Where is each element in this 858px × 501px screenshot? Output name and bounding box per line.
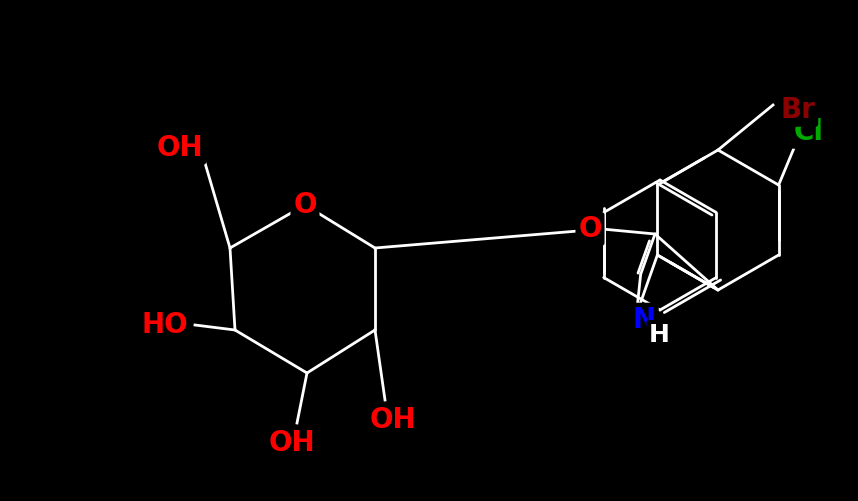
Text: HO: HO	[142, 311, 188, 339]
Text: OH: OH	[370, 406, 416, 434]
Text: O: O	[293, 191, 317, 219]
Text: N: N	[633, 306, 656, 334]
Text: Br: Br	[781, 96, 815, 124]
Text: O: O	[578, 215, 601, 243]
Text: OH: OH	[269, 429, 315, 457]
Text: Cl: Cl	[794, 118, 824, 146]
Text: OH: OH	[157, 134, 203, 162]
Text: H: H	[649, 323, 670, 347]
